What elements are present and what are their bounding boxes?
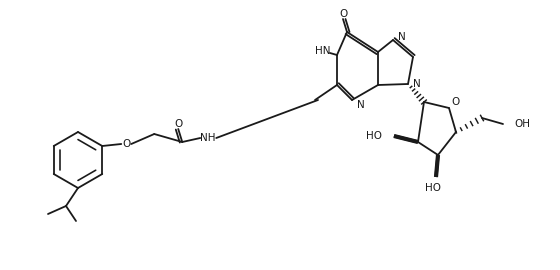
Text: OH: OH [514, 119, 530, 129]
Text: N: N [357, 100, 365, 110]
Text: O: O [174, 119, 183, 129]
Text: HN: HN [315, 46, 331, 56]
Text: O: O [451, 97, 459, 107]
Text: O: O [122, 139, 130, 149]
Text: N: N [398, 32, 406, 42]
Text: NH: NH [200, 133, 216, 143]
Text: O: O [339, 9, 347, 19]
Text: N: N [413, 79, 421, 89]
Text: HO: HO [425, 183, 441, 193]
Text: HO: HO [366, 131, 382, 141]
